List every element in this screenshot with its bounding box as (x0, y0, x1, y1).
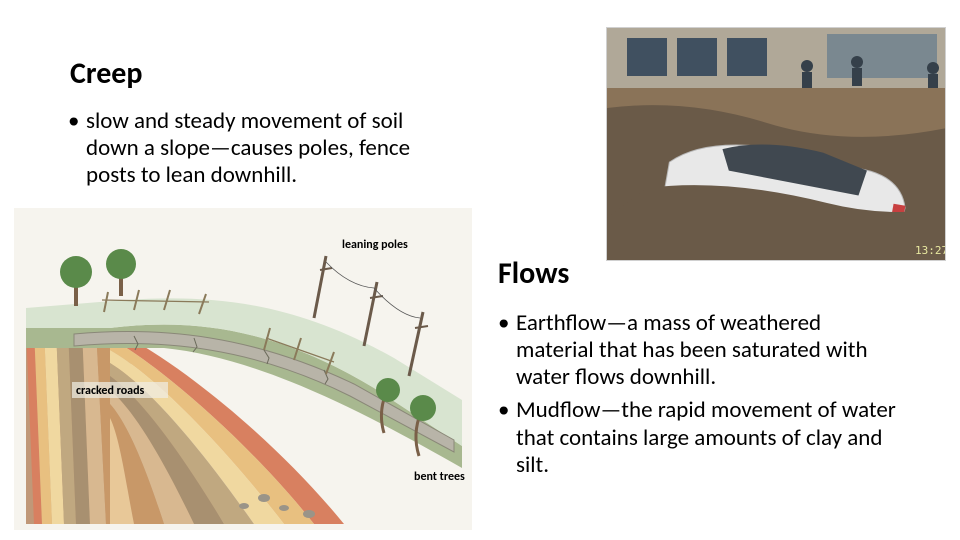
flows-bullet-2: Mudflow—the rapid movement of water that… (498, 397, 898, 478)
label-leaning-poles: leaning poles (342, 238, 408, 252)
flows-title: Flows (498, 255, 569, 292)
creep-bullet-1: slow and steady movement of soil down a … (68, 108, 438, 189)
slide-root: Creep slow and steady movement of soil d… (0, 0, 960, 540)
creep-title: Creep (70, 55, 143, 92)
flows-bullets: Earthflow—a mass of weathered material t… (498, 310, 898, 485)
svg-text:cracked roads: cracked roads (76, 384, 145, 398)
flood-photo: 13:27 (606, 27, 946, 261)
creep-diagram: leaning poles cracked roads cracked road… (14, 208, 472, 530)
creep-bullets: slow and steady movement of soil down a … (68, 108, 438, 195)
flows-bullet-1: Earthflow—a mass of weathered material t… (498, 310, 898, 391)
label-bent-trees: bent trees (414, 470, 465, 484)
photo-timestamp: 13:27 (915, 244, 946, 257)
